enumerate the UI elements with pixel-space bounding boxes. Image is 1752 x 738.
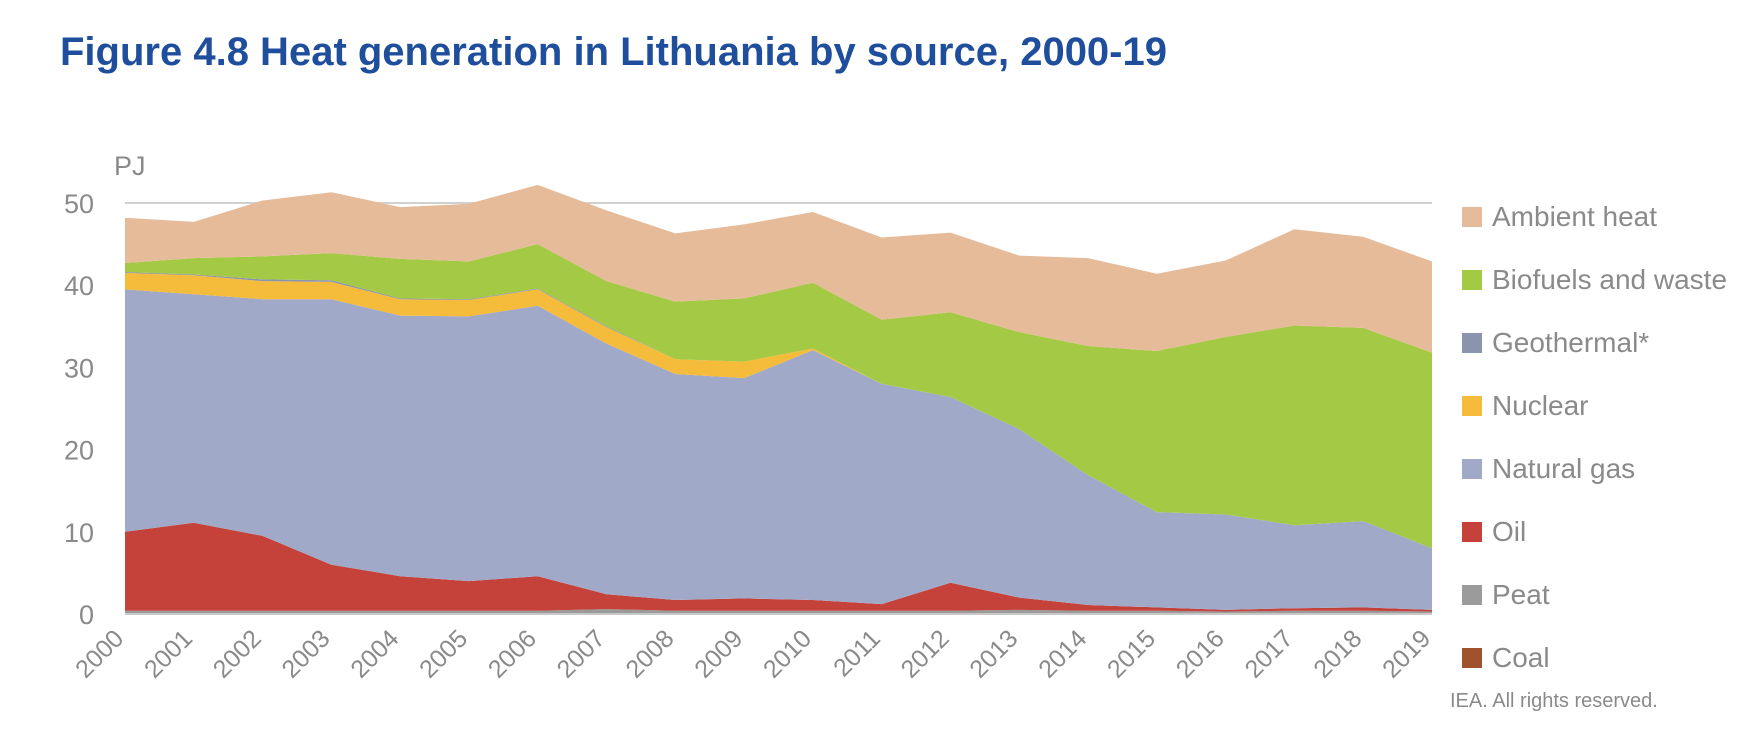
x-tick-label-2014: 2014 — [1033, 624, 1092, 683]
chart-legend: Ambient heat Biofuels and waste Geothermal… — [1462, 185, 1727, 689]
y-tick-label-40: 40 — [64, 271, 94, 301]
x-tick-label-2009: 2009 — [689, 624, 748, 683]
x-tick-label-2016: 2016 — [1171, 624, 1230, 683]
area-oil — [125, 522, 1432, 612]
x-tick-label-2003: 2003 — [276, 624, 335, 683]
x-tick-label-2018: 2018 — [1308, 624, 1367, 683]
area-peat — [125, 609, 1432, 614]
x-tick-label-2015: 2015 — [1102, 624, 1161, 683]
area-natural-gas — [125, 289, 1432, 610]
y-tick-label-50: 50 — [64, 189, 94, 219]
legend-swatch-oil — [1462, 521, 1482, 542]
legend-label-coal: Coal — [1492, 641, 1550, 673]
x-tick-label-2005: 2005 — [414, 624, 473, 683]
x-tick-label-2007: 2007 — [552, 624, 611, 683]
x-tick-label-2013: 2013 — [964, 624, 1023, 683]
legend-swatch-geothermal — [1462, 332, 1482, 353]
legend-item-nuclear: Nuclear — [1462, 374, 1727, 437]
legend-item-oil: Oil — [1462, 500, 1727, 563]
legend-label-biofuels-and-waste: Biofuels and waste — [1492, 263, 1728, 295]
legend-item-biofuels-and-waste: Biofuels and waste — [1462, 248, 1727, 311]
y-tick-label-10: 10 — [64, 518, 94, 548]
x-tick-label-2004: 2004 — [345, 624, 404, 683]
x-tick-label-2000: 2000 — [70, 624, 129, 683]
area-biofuels-and-waste — [125, 244, 1432, 549]
x-tick-label-2012: 2012 — [896, 624, 955, 683]
legend-item-peat: Peat — [1462, 563, 1727, 626]
x-tick-label-2001: 2001 — [139, 624, 198, 683]
y-axis: 0 10 20 30 40 50 — [64, 189, 94, 630]
y-tick-label-30: 30 — [64, 353, 94, 383]
legend-swatch-coal — [1462, 647, 1482, 668]
x-axis: 2000 2001 2002 2003 2004 2005 2006 2007 2008 2009… — [70, 613, 1436, 684]
legend-label-natural-gas: Natural gas — [1492, 452, 1636, 484]
y-tick-label-20: 20 — [64, 436, 94, 466]
area-ambient-heat — [125, 184, 1432, 353]
legend-label-ambient-heat: Ambient heat — [1492, 200, 1657, 232]
page-title: Figure 4.8 Heat generation in Lithuania … — [60, 30, 1167, 74]
stacked-areas — [125, 184, 1432, 614]
x-tick-label-2006: 2006 — [483, 624, 542, 683]
legend-swatch-peat — [1462, 584, 1482, 605]
legend-item-natural-gas: Natural gas — [1462, 437, 1727, 500]
y-axis-unit-label: PJ — [114, 151, 146, 181]
legend-label-peat: Peat — [1492, 578, 1550, 610]
legend-item-geothermal: Geothermal* — [1462, 311, 1727, 374]
x-tick-label-2008: 2008 — [620, 624, 679, 683]
x-tick-label-2002: 2002 — [208, 624, 267, 683]
source-note: IEA. All rights reserved. — [1450, 690, 1658, 712]
legend-swatch-biofuels-and-waste — [1462, 269, 1482, 290]
legend-swatch-ambient-heat — [1462, 206, 1482, 227]
x-tick-label-2011: 2011 — [828, 624, 886, 682]
legend-label-oil: Oil — [1492, 515, 1527, 547]
legend-swatch-natural-gas — [1462, 458, 1482, 479]
legend-item-ambient-heat: Ambient heat — [1462, 185, 1727, 248]
legend-label-nuclear: Nuclear — [1492, 389, 1589, 421]
legend-item-coal: Coal — [1462, 626, 1727, 689]
legend-label-geothermal: Geothermal* — [1492, 326, 1650, 358]
x-tick-label-2017: 2017 — [1240, 624, 1299, 683]
x-tick-label-2010: 2010 — [758, 624, 817, 683]
x-tick-label-2019: 2019 — [1377, 624, 1436, 683]
y-tick-label-0: 0 — [79, 600, 94, 630]
legend-swatch-nuclear — [1462, 395, 1482, 416]
